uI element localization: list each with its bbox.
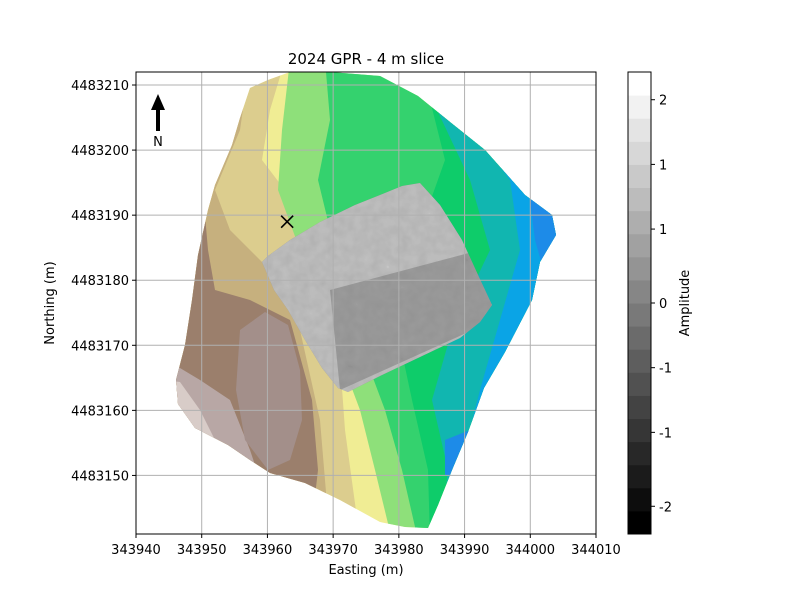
- colorbar-step: [628, 210, 651, 235]
- colorbar-step: [628, 141, 651, 165]
- colorbar-step: [628, 256, 651, 281]
- north-arrow-icon: [151, 94, 165, 131]
- colorbar-step: [628, 72, 651, 96]
- colorbar-tick-label: 1: [659, 158, 667, 173]
- colorbar-step: [628, 464, 651, 489]
- marker-stroke: [280, 215, 294, 229]
- colorbar-step: [628, 441, 651, 466]
- colorbar-tick-label: 0: [659, 297, 667, 312]
- x-tick-label: 343970: [308, 543, 358, 558]
- y-tick-label: 4483160: [71, 404, 129, 419]
- colorbar-step: [628, 95, 651, 119]
- colorbar-step: [628, 372, 651, 396]
- colorbar-ticks: 2 1 1 0 -1 -1 -2: [651, 94, 672, 515]
- colorbar-step: [628, 349, 651, 373]
- colorbar-step: [628, 510, 651, 535]
- axes-frame: [135, 71, 597, 535]
- x-ticks: 343940 343950 343960 343970 343980 343990 3440…: [111, 534, 621, 558]
- colorbar-tick-label: -2: [659, 500, 672, 515]
- colorbar-tick-label: -1: [659, 426, 672, 441]
- colorbar-step: [628, 233, 651, 258]
- y-tick-label: 4483210: [71, 79, 129, 94]
- y-ticks: 4483210 4483200 4483190 4483180 4483170 44831…: [71, 79, 136, 484]
- colorbar-step: [628, 303, 651, 327]
- colorbar-step: [628, 418, 651, 443]
- reference-marker: [280, 215, 294, 229]
- x-tick-label: 344000: [505, 543, 555, 558]
- colorbar-tick-label: 1: [659, 223, 667, 238]
- x-tick-label: 343980: [374, 543, 424, 558]
- y-axis-title: Northing (m): [43, 261, 58, 344]
- x-axis-title: Easting (m): [328, 563, 403, 578]
- x-tick-label: 343940: [111, 543, 161, 558]
- colorbar-steps: [628, 72, 651, 535]
- colorbar-title: Amplitude: [678, 270, 693, 337]
- colorbar-step: [628, 187, 651, 212]
- y-tick-label: 4483200: [71, 144, 129, 159]
- colorbar-tick-label: -1: [659, 362, 672, 377]
- y-tick-label: 4483170: [71, 339, 129, 354]
- colorbar-step: [628, 279, 651, 304]
- plot-area: 343940 343950 343960 343970 343980 343990 3440…: [71, 71, 621, 558]
- y-tick-label: 4483180: [71, 274, 129, 289]
- gpr-slice-shadow-band: [330, 250, 492, 390]
- colorbar-step: [628, 326, 651, 350]
- terrain-band-peak: [236, 312, 302, 470]
- colorbar-tick-label: 2: [659, 94, 667, 109]
- north-arrow-label: N: [153, 135, 163, 150]
- y-tick-label: 4483150: [71, 469, 129, 484]
- north-arrow: N: [151, 94, 165, 150]
- colorbar-step: [628, 487, 651, 512]
- colorbar-step: [628, 164, 651, 188]
- colorbar-step: [628, 395, 651, 419]
- x-tick-label: 343960: [243, 543, 293, 558]
- x-tick-label: 343990: [440, 543, 490, 558]
- colorbar-step: [628, 118, 651, 142]
- x-tick-label: 344010: [571, 543, 621, 558]
- y-tick-label: 4483190: [71, 209, 129, 224]
- colorbar: 2 1 1 0 -1 -1 -2 Amplitude: [627, 71, 693, 535]
- plot-title: 2024 GPR - 4 m slice: [288, 50, 444, 68]
- x-tick-label: 343950: [177, 543, 227, 558]
